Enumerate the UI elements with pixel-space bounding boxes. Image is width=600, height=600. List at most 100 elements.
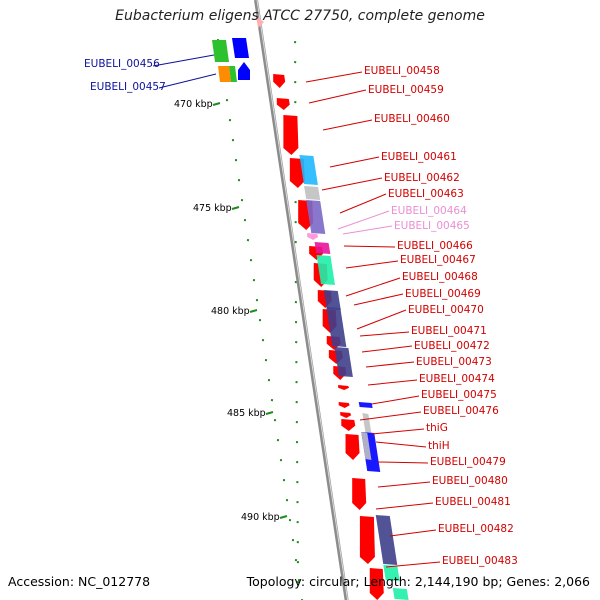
gene-label[interactable]: EUBELI_00465 xyxy=(394,220,470,232)
gene-arrow xyxy=(359,516,375,564)
leader-line xyxy=(152,54,215,67)
gene-box xyxy=(306,200,326,234)
gene-box xyxy=(316,255,336,285)
kbp-tick-label: 470 kbp xyxy=(174,99,213,110)
gene-label[interactable]: thiG xyxy=(426,422,448,434)
leader-line xyxy=(371,428,425,435)
leader-line xyxy=(337,210,390,230)
leader-line xyxy=(377,481,431,488)
kbp-tick-label: 485 kbp xyxy=(227,408,266,419)
leader-line xyxy=(342,225,393,235)
gene-label[interactable]: EUBELI_00468 xyxy=(402,271,478,283)
gene-label[interactable]: EUBELI_00469 xyxy=(405,288,481,300)
map-title: Eubacterium eligens ATCC 27750, complete… xyxy=(115,8,485,24)
gene-label[interactable]: EUBELI_00460 xyxy=(374,113,450,125)
kbp-tick-mark xyxy=(265,411,274,415)
gene-box xyxy=(383,565,400,581)
gene-arrow xyxy=(352,478,367,510)
gene-box xyxy=(334,347,353,377)
gene-label[interactable]: EUBELI_00482 xyxy=(438,523,514,535)
leader-line xyxy=(361,345,413,353)
gene-label[interactable]: EUBELI_00479 xyxy=(430,456,506,468)
leader-line xyxy=(345,260,399,269)
gene-box xyxy=(362,413,372,435)
gene-box xyxy=(232,38,249,58)
kbp-tick-label: 480 kbp xyxy=(211,306,250,317)
leader-line xyxy=(329,156,380,168)
gene-label[interactable]: EUBELI_00481 xyxy=(435,496,511,508)
leader-line xyxy=(377,461,429,464)
kbp-tick-label: 490 kbp xyxy=(241,512,280,523)
gene-label[interactable]: EUBELI_00471 xyxy=(411,325,487,337)
gene-label[interactable]: EUBELI_00473 xyxy=(416,356,492,368)
gene-label[interactable]: EUBELI_00474 xyxy=(419,373,495,385)
gene-arrow xyxy=(341,419,356,431)
gene-label[interactable]: thiH xyxy=(428,440,450,452)
gene-arrow xyxy=(345,434,360,460)
genome-backbone xyxy=(254,0,349,600)
leader-line xyxy=(308,89,367,104)
gene-box xyxy=(326,307,347,347)
gene-arrow xyxy=(369,568,384,600)
gene-label[interactable]: EUBELI_00462 xyxy=(384,172,460,184)
leader-line xyxy=(339,193,387,214)
gene-box xyxy=(323,290,341,310)
accession-text: Accession: NC_012778 xyxy=(8,574,151,589)
gene-label[interactable]: EUBELI_00467 xyxy=(400,254,476,266)
gene-label[interactable]: EUBELI_00457 xyxy=(90,81,166,93)
leader-line xyxy=(359,411,422,421)
kbp-tick-mark xyxy=(279,515,288,519)
leader-line xyxy=(305,71,363,83)
gene-box xyxy=(304,186,321,200)
gene-box xyxy=(299,155,318,185)
backbone-line xyxy=(254,0,349,600)
leader-line xyxy=(371,395,420,405)
gene-box xyxy=(229,66,237,82)
leader-line xyxy=(356,309,407,330)
kbp-tick-mark xyxy=(212,102,221,106)
kbp-tick-mark xyxy=(231,206,240,210)
gene-label[interactable]: EUBELI_00470 xyxy=(408,304,484,316)
gene-features xyxy=(212,16,409,600)
gene-label[interactable]: EUBELI_00475 xyxy=(421,389,497,401)
kbp-tick-mark xyxy=(249,309,258,313)
gene-box xyxy=(218,66,231,82)
leader-line xyxy=(367,379,418,386)
gene-label[interactable]: EUBELI_00483 xyxy=(442,555,518,567)
gene-label[interactable]: EUBELI_00461 xyxy=(381,151,457,163)
leader-line xyxy=(343,245,396,248)
gene-label[interactable]: EUBELI_00472 xyxy=(414,340,490,352)
genome-summary-text: Topology: circular; Length: 2,144,190 bp… xyxy=(246,574,590,589)
gene-label[interactable]: EUBELI_00464 xyxy=(391,205,467,217)
label-leader-lines xyxy=(152,54,441,568)
gene-arrow xyxy=(256,16,264,28)
gene-box xyxy=(212,40,229,62)
gene-arrow xyxy=(338,385,350,390)
gene-box xyxy=(392,588,409,600)
gene-label[interactable]: EUBELI_00480 xyxy=(432,475,508,487)
gene-label[interactable]: EUBELI_00463 xyxy=(388,188,464,200)
backbone-highlight xyxy=(256,0,349,600)
gene-arrow xyxy=(340,412,352,418)
gene-label[interactable]: EUBELI_00466 xyxy=(397,240,473,252)
leader-line xyxy=(321,177,383,191)
gene-label[interactable]: EUBELI_00476 xyxy=(423,405,499,417)
gene-arrow xyxy=(283,115,299,155)
leader-line xyxy=(322,119,373,131)
leader-line xyxy=(158,73,217,89)
gene-arrow xyxy=(276,98,290,110)
leader-line xyxy=(353,293,404,306)
leader-line xyxy=(389,529,437,537)
gene-label[interactable]: EUBELI_00458 xyxy=(364,65,440,77)
kbp-tick-label: 475 kbp xyxy=(193,203,232,214)
gene-box xyxy=(361,432,372,460)
gene-arrow xyxy=(273,74,286,88)
leader-line xyxy=(375,441,427,448)
gene-box xyxy=(314,242,331,254)
leader-line xyxy=(385,561,441,568)
gene-label[interactable]: EUBELI_00459 xyxy=(368,84,444,96)
gene-label[interactable]: EUBELI_00456 xyxy=(84,58,160,70)
gene-box xyxy=(358,402,373,408)
gene-box xyxy=(375,515,398,565)
